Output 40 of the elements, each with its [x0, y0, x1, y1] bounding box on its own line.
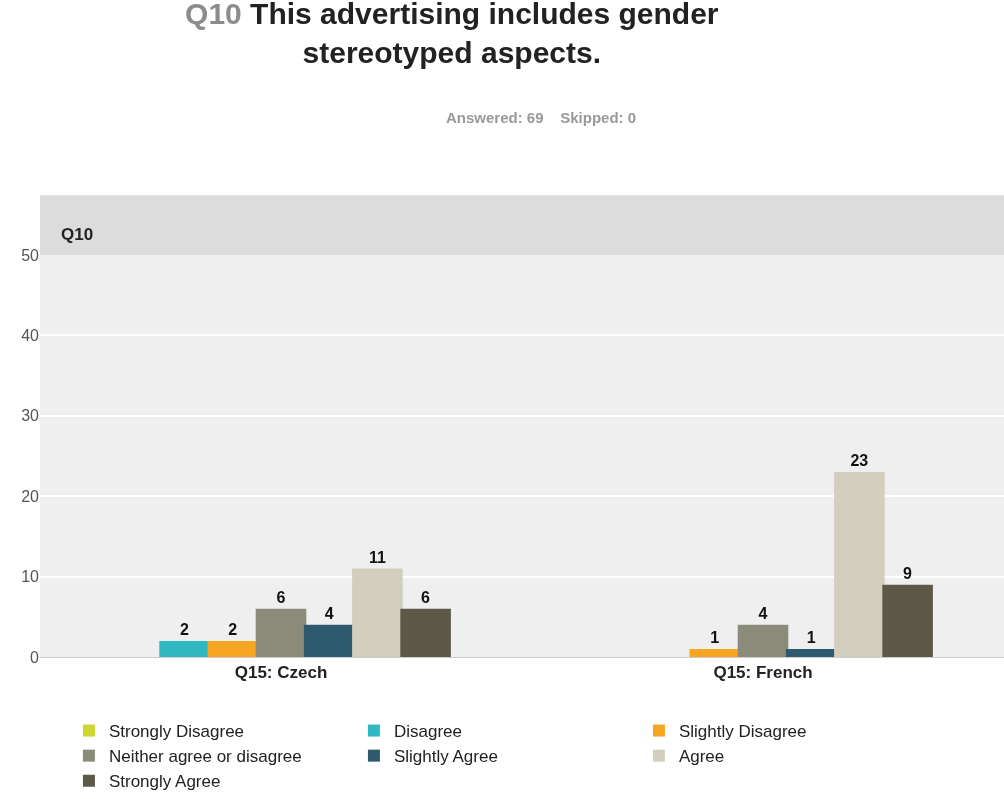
legend-label: Strongly Agree [108, 772, 221, 792]
bar [207, 640, 259, 657]
bar [689, 648, 741, 657]
legend-label: Strongly Disagree [108, 722, 245, 742]
legend-label: Neither agree or disagree [108, 747, 302, 767]
data-label: 11 [368, 548, 386, 566]
y-tick-label: 40 [21, 327, 40, 344]
legend-label: Disagree [393, 722, 462, 742]
data-label: 2 [228, 620, 238, 638]
legend-label: Agree [678, 747, 725, 767]
text: Q10 [61, 225, 94, 244]
bar [352, 568, 403, 657]
chart-title: Q10 This advertising includes gender stereotyped aspects. [185, 0, 719, 69]
y-tick-label: 50 [21, 246, 40, 264]
bar [303, 624, 355, 657]
bar [159, 640, 210, 657]
bar [737, 624, 789, 657]
data-label: 1 [710, 628, 720, 646]
x-tick-label: Q15: French [713, 663, 813, 683]
y-tick-label: 0 [30, 648, 40, 666]
bar [834, 472, 885, 657]
bar [882, 584, 933, 657]
data-label: 6 [276, 588, 286, 606]
bar [255, 608, 307, 657]
data-label: 1 [806, 628, 816, 646]
legend-label: Slightly Agree [393, 747, 498, 767]
data-label: 23 [850, 452, 869, 470]
legend-label: Slightly Disagree [678, 722, 807, 742]
bar [400, 608, 451, 657]
data-label: 9 [903, 564, 913, 582]
y-tick-label: 10 [21, 568, 40, 586]
y-tick-label: 30 [21, 407, 40, 425]
x-tick-label: Q15: Czech [234, 663, 328, 683]
data-label: 4 [758, 604, 768, 622]
y-tick-label: 20 [21, 487, 40, 505]
data-label: 2 [180, 620, 190, 638]
data-label: 6 [421, 588, 431, 606]
chart-subtitle: Answered: 69 Skipped: 0 [446, 109, 637, 126]
bar [785, 648, 837, 657]
data-label: 4 [324, 604, 334, 622]
